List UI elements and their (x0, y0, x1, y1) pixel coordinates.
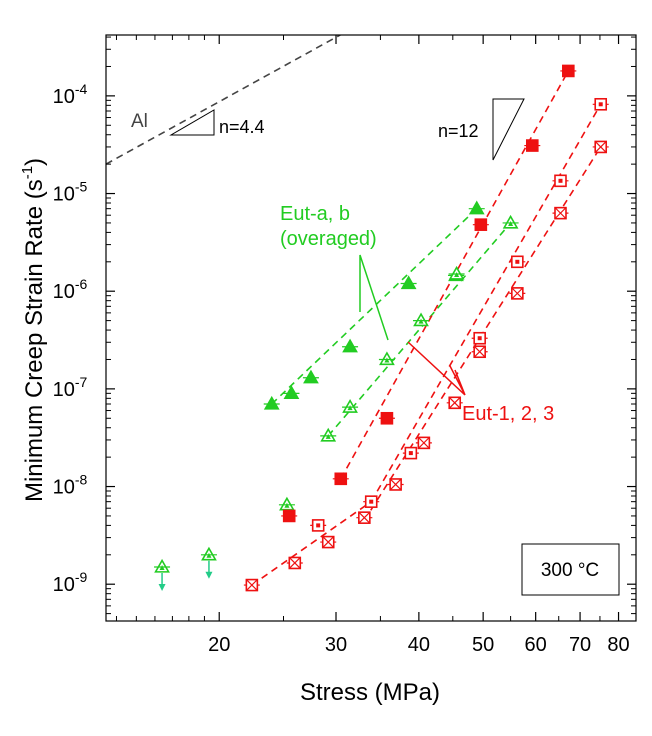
data-markers (154, 64, 609, 592)
data-point (552, 174, 569, 188)
y-tick-label: 10-7 (53, 374, 88, 401)
data-point (286, 556, 303, 570)
data-point (446, 396, 463, 410)
temperature-label: 300 °C (541, 560, 599, 581)
x-tick-label: 40 (408, 634, 430, 656)
fit-line-4 (251, 501, 372, 586)
data-point (154, 558, 171, 592)
data-point (320, 427, 337, 442)
y-tick-label: 10-5 (53, 179, 88, 206)
data-point (263, 395, 280, 410)
eut-ab-pointer (359, 254, 389, 341)
slope-triangle-al (169, 109, 215, 136)
data-point (200, 546, 217, 579)
data-point (378, 351, 395, 366)
data-point (415, 436, 432, 450)
data-point (310, 519, 327, 532)
y-tick-label: 10-4 (53, 81, 88, 108)
data-point (560, 64, 577, 78)
data-point (243, 578, 260, 592)
data-point (283, 385, 300, 400)
data-point (509, 287, 526, 300)
data-point (387, 478, 404, 491)
data-point (468, 200, 485, 215)
data-point (502, 214, 519, 229)
data-point (278, 496, 295, 511)
x-tick-label: 60 (525, 634, 547, 656)
data-point (342, 338, 359, 353)
y-axis-label-sup: -1 (19, 166, 36, 179)
x-tick-label: 80 (607, 634, 629, 656)
y-tick-label: 10-9 (53, 569, 88, 596)
data-point (471, 331, 488, 345)
annotations: Al n=4.4 n=12 Eut-a, b (overaged) Eut-1,… (131, 98, 620, 596)
data-point (320, 535, 337, 549)
data-point (413, 312, 430, 327)
eut-123-pointer (407, 341, 466, 396)
plot-frame (105, 34, 637, 622)
fit-line-5 (370, 103, 602, 503)
x-tick-label: 20 (208, 634, 230, 656)
data-point (552, 206, 569, 220)
data-point (524, 139, 541, 152)
data-point (332, 472, 349, 486)
data-point (378, 411, 395, 425)
y-axis-label-close: ) (21, 158, 48, 166)
eut-ab-label-line1: Eut-a, b (280, 203, 350, 225)
data-point (448, 265, 465, 280)
y-tick-label: 10-6 (53, 276, 88, 303)
eut-123-label: Eut-1, 2, 3 (462, 403, 554, 425)
eut-ab-label-line2: (overaged) (280, 228, 377, 250)
y-axis-label-main: Minimum Creep Strain Rate (s (21, 179, 48, 502)
data-point (402, 446, 419, 460)
data-point (281, 509, 298, 523)
x-tick-label: 30 (325, 634, 347, 656)
fit-lines (106, 35, 602, 586)
data-point (302, 369, 319, 384)
x-tick-label: 50 (472, 634, 494, 656)
y-axis-label: Minimum Creep Strain Rate (s-1) (19, 158, 48, 502)
x-tick-label: 70 (569, 634, 591, 656)
n44-label: n=4.4 (219, 117, 265, 137)
x-axis-label: Stress (MPa) (300, 679, 440, 706)
data-point (592, 140, 609, 154)
fit-line-2 (327, 222, 512, 437)
al-label: Al (131, 111, 148, 132)
temperature-box (521, 543, 620, 596)
data-point (363, 495, 380, 508)
slope-triangle-eut (492, 98, 525, 161)
data-point (400, 275, 417, 290)
data-point (356, 511, 373, 524)
data-point (342, 399, 359, 413)
fit-line-7 (106, 35, 342, 165)
axis-ticks: 10-9 10-8 10-7 10-6 10-5 10-4 20 30 40 50 60 70 80 (53, 35, 636, 656)
data-point (592, 97, 609, 111)
n12-label: n=12 (438, 121, 479, 141)
y-tick-label: 10-8 (53, 472, 88, 499)
data-point (471, 345, 488, 359)
data-point (472, 218, 489, 231)
data-point (509, 255, 526, 269)
